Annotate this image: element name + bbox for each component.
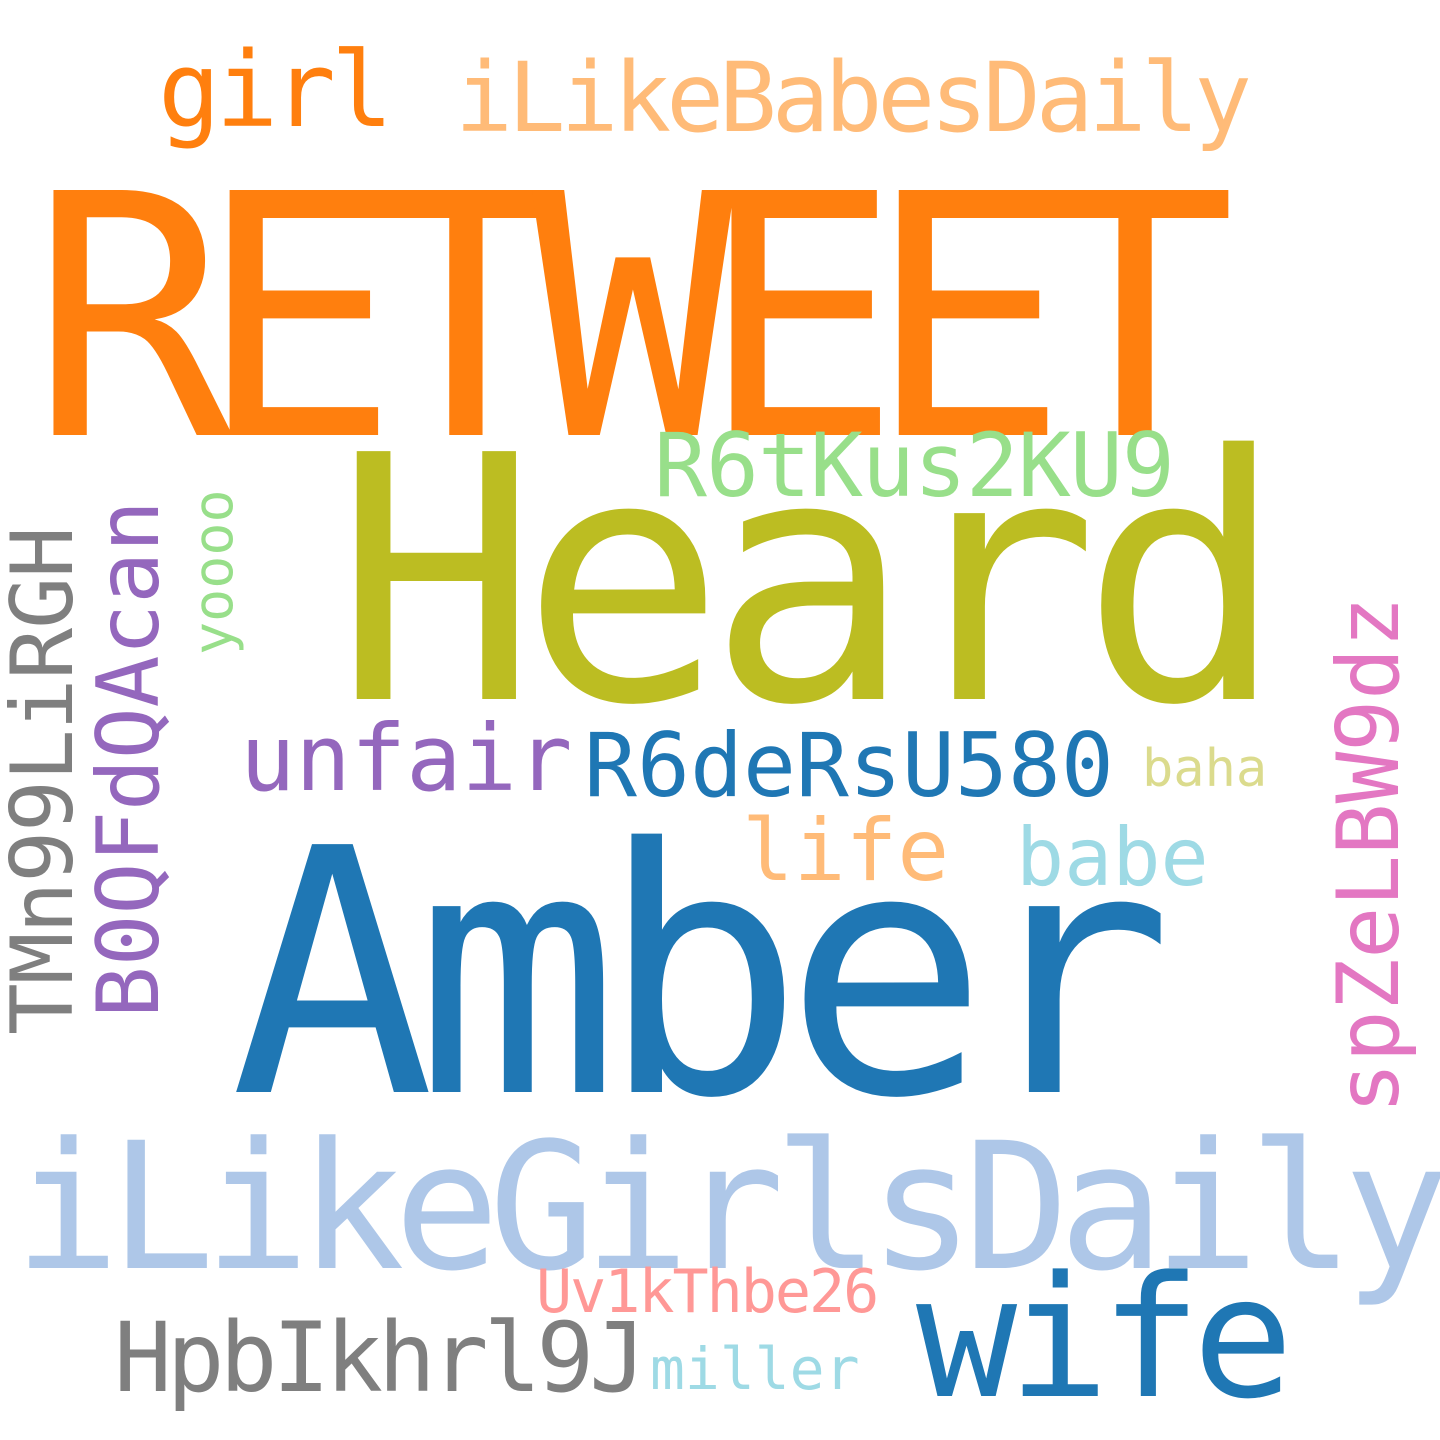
word-spzelbw9dz: spZeLBW9dz — [1319, 596, 1419, 1114]
word-babe: babe — [1016, 811, 1209, 904]
word-amber: Amber — [230, 777, 1173, 1173]
word-uv1kthbe26: Uv1kThbe26 — [536, 1257, 879, 1327]
word-unfair: unfair — [240, 705, 573, 812]
word-miller: miller — [650, 1335, 860, 1403]
word-heard: Heard — [334, 384, 1285, 780]
word-ilikegirlsdaily: iLikeGirlsDaily — [14, 1105, 1440, 1310]
word-ilikebabesdaily: iLikeBabesDaily — [455, 42, 1252, 154]
word-hpbikhrl9j: HpbIkhrl9J — [114, 1302, 647, 1414]
word-b0qfdqacan: B0QFdQAcan — [79, 500, 179, 1018]
word-r6dersu580: R6deRsU580 — [584, 714, 1114, 817]
word-girl: girl — [158, 29, 393, 151]
word-baha: baha — [1142, 739, 1268, 799]
word-life: life — [742, 801, 950, 901]
word-tmn99lirgh: TMn99LiRGH — [0, 527, 93, 1035]
word-retweet: RETWEET — [30, 124, 1236, 515]
word-yoooo: yoooo — [181, 489, 245, 655]
word-wife: wife — [916, 1240, 1294, 1436]
word-r6tkus2ku9: R6tKus2KU9 — [654, 414, 1175, 517]
